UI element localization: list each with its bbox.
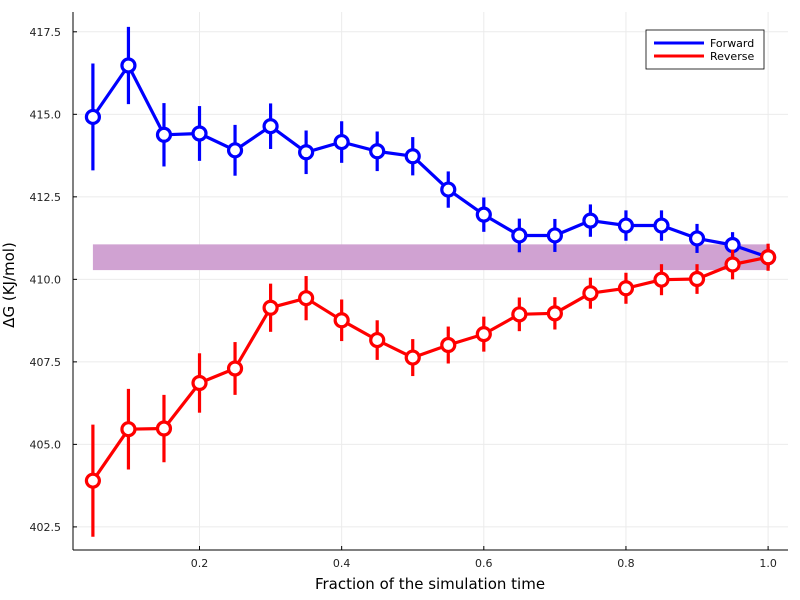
grid-lines xyxy=(73,12,788,550)
y-tick-label: 415.0 xyxy=(30,108,62,121)
y-tick-label: 410.0 xyxy=(30,273,62,286)
legend-label-forward: Forward xyxy=(710,37,754,50)
data-point-marker xyxy=(404,148,421,165)
series-reverse xyxy=(84,243,777,537)
y-axis-title: ΔG (KJ/mol) xyxy=(0,242,18,328)
data-point-marker xyxy=(262,118,279,135)
data-point-marker xyxy=(511,306,528,323)
data-point-marker xyxy=(582,212,599,229)
data-point-marker xyxy=(759,249,777,266)
data-point-marker xyxy=(333,312,350,329)
axes xyxy=(72,12,788,551)
y-tick-label: 405.0 xyxy=(30,438,62,451)
data-point-marker xyxy=(724,236,741,254)
data-point-marker xyxy=(582,285,599,302)
convergence-band xyxy=(92,244,769,271)
data-point-marker xyxy=(653,271,670,288)
data-point-marker xyxy=(155,420,173,437)
data-point-marker xyxy=(369,143,386,160)
data-point-marker xyxy=(404,349,421,366)
y-tick-label: 412.5 xyxy=(30,191,62,204)
data-point-marker xyxy=(475,206,492,223)
x-tick-label: 0.4 xyxy=(333,557,351,570)
data-point-marker xyxy=(475,326,492,343)
data-series xyxy=(84,26,777,537)
data-point-marker xyxy=(226,360,244,377)
x-axis-title: Fraction of the simulation time xyxy=(315,575,545,593)
data-point-marker xyxy=(191,125,208,142)
y-tick-label: 417.5 xyxy=(30,26,62,39)
x-tick-label: 0.2 xyxy=(191,557,209,570)
data-point-marker xyxy=(298,290,315,307)
series-line xyxy=(91,255,769,482)
legend: Forward Reverse xyxy=(645,29,765,70)
data-point-marker xyxy=(262,299,279,316)
data-point-marker xyxy=(440,336,457,354)
data-point-marker xyxy=(298,144,315,161)
band-rect xyxy=(92,244,769,271)
x-tick-label: 0.8 xyxy=(617,557,635,570)
data-point-marker xyxy=(155,126,173,143)
data-point-marker xyxy=(84,472,102,489)
data-point-marker xyxy=(511,227,528,244)
y-tick-label: 407.5 xyxy=(30,356,62,369)
data-point-marker xyxy=(617,280,635,297)
data-point-marker xyxy=(84,108,102,126)
x-tick-label: 0.6 xyxy=(475,557,493,570)
data-point-marker xyxy=(191,374,208,392)
data-point-marker xyxy=(333,133,350,151)
x-tick-label: 1.0 xyxy=(759,557,777,570)
data-point-marker xyxy=(120,421,137,438)
data-point-marker xyxy=(369,331,386,349)
legend-box xyxy=(645,29,765,70)
data-point-marker xyxy=(546,227,563,244)
series-forward xyxy=(84,26,777,268)
data-point-marker xyxy=(226,142,244,159)
y-tick-label: 402.5 xyxy=(30,521,62,534)
data-point-marker xyxy=(120,57,137,74)
data-point-marker xyxy=(724,256,741,273)
data-point-marker xyxy=(688,270,706,288)
data-point-marker xyxy=(688,230,706,247)
data-point-marker xyxy=(546,305,563,322)
legend-label-reverse: Reverse xyxy=(710,50,754,63)
tick-labels: 0.2 0.4 0.6 0.8 1.0 402.5 405.0 407.5 410.0 412.5… xyxy=(30,26,777,570)
data-point-marker xyxy=(653,217,670,234)
data-point-marker xyxy=(617,217,635,234)
data-point-marker xyxy=(440,181,457,198)
